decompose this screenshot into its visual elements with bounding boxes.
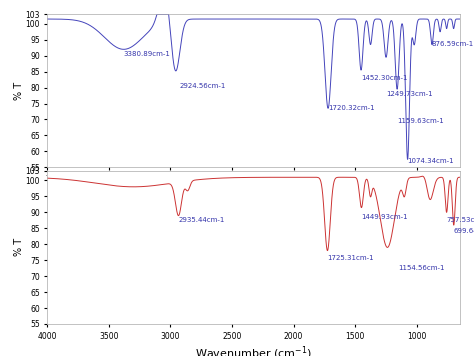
Text: 757.53cm-1: 757.53cm-1 [447,217,474,223]
Text: 876.59cm-1: 876.59cm-1 [432,41,474,47]
Text: 1154.56cm-1: 1154.56cm-1 [398,265,444,271]
Text: 1452.30cm-1: 1452.30cm-1 [361,75,408,81]
Text: 1720.32cm-1: 1720.32cm-1 [328,105,374,111]
Text: 1249.73cm-1: 1249.73cm-1 [386,91,433,97]
Text: 2935.44cm-1: 2935.44cm-1 [179,217,225,223]
Text: 1725.31cm-1: 1725.31cm-1 [328,255,374,261]
Text: 1159.63cm-1: 1159.63cm-1 [397,118,444,124]
Text: 3380.89cm-1: 3380.89cm-1 [124,51,171,57]
Y-axis label: % T: % T [14,82,24,100]
Text: 699.64cm-1: 699.64cm-1 [454,228,474,234]
X-axis label: Wavenumber (cm$^{-1}$): Wavenumber (cm$^{-1}$) [195,345,312,356]
Text: 2924.56cm-1: 2924.56cm-1 [180,83,226,89]
Text: 1449.93cm-1: 1449.93cm-1 [361,214,408,220]
Y-axis label: % T: % T [14,239,24,256]
Text: 1074.34cm-1: 1074.34cm-1 [408,158,454,164]
